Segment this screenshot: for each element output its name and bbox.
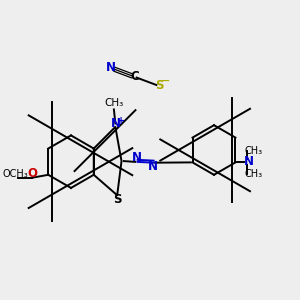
Text: −: −: [161, 76, 170, 85]
Text: C: C: [131, 70, 140, 83]
Text: +: +: [116, 116, 125, 125]
Text: CH₃: CH₃: [244, 169, 262, 179]
Text: N: N: [148, 160, 158, 173]
Text: CH₃: CH₃: [104, 98, 124, 108]
Text: O: O: [27, 167, 37, 180]
Text: N: N: [132, 151, 142, 164]
Text: N: N: [105, 61, 116, 74]
Text: S: S: [155, 79, 164, 92]
Text: N: N: [111, 117, 121, 130]
Text: S: S: [113, 193, 122, 206]
Text: OCH₃: OCH₃: [2, 169, 28, 179]
Text: CH₃: CH₃: [244, 146, 262, 156]
Text: N: N: [244, 155, 254, 168]
